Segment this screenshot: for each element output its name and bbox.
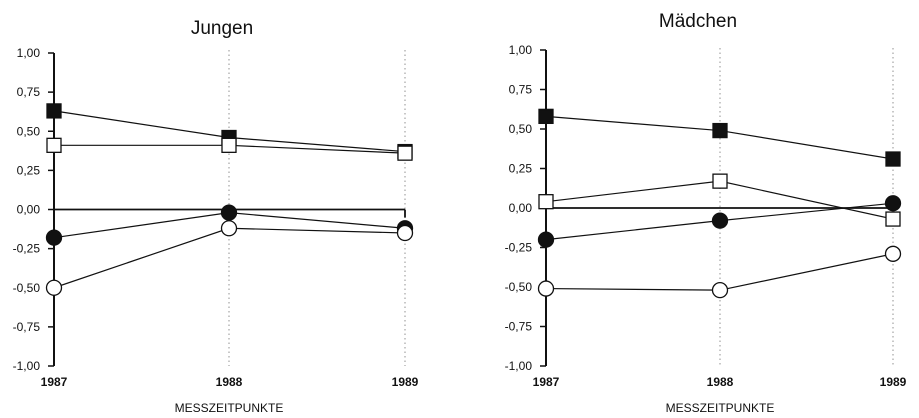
panel-series [45,103,414,296]
data-point [537,231,555,248]
y-tick-label: 0,00 [17,203,41,217]
y-tick-label: -0,50 [505,280,533,294]
data-point [885,211,901,227]
y-tick-label: 0,25 [509,162,533,176]
y-tick-label: 0,50 [509,122,533,136]
data-point [45,229,63,246]
y-tick-label: 0,50 [17,124,41,138]
y-tick-label: 1,00 [509,43,533,57]
panel-title: Mädchen [659,11,737,32]
x-tick-label: 1989 [392,375,419,389]
data-point [712,173,728,189]
x-tick-label: 1987 [41,375,68,389]
y-tick-label: -0,75 [13,320,41,334]
chart-panel-jungen: Jungen 1,00 0,75 0,50 0,25 0,00 -0,25 -0,50 -0,… [13,18,419,415]
panel-axes: 1,00 0,75 0,50 0,25 0,00 -0,25 -0,50 -0,75 -1,00 [13,46,406,373]
y-tick-label: -0,25 [505,241,533,255]
y-tick-label: 0,75 [17,85,41,99]
y-tick-label: -1,00 [505,359,533,373]
data-point [45,279,63,296]
x-axis-title: MESSZEITPUNKTE [175,401,284,415]
data-point [538,194,554,210]
panel-title: Jungen [191,18,253,39]
y-tick-label: -1,00 [13,359,41,373]
data-point [397,145,413,161]
y-tick-label: 0,00 [509,201,533,215]
y-tick-label: -0,75 [505,320,533,334]
x-tick-label: 1987 [533,375,560,389]
data-point [711,282,729,299]
x-tick-label: 1988 [707,375,734,389]
y-tick-label: -0,50 [13,281,41,295]
y-tick-label: 0,75 [509,83,533,97]
data-point [884,245,902,262]
y-tick-label: 1,00 [17,46,41,60]
data-point [538,108,554,125]
data-point [396,224,414,242]
data-point [884,195,902,212]
data-point [885,151,901,167]
chart-panel-maedchen: Mädchen 1,00 0,75 0,50 0,25 0,00 -0,25 -0,50 -0… [505,11,907,415]
data-point [46,103,62,119]
x-tick-label: 1988 [216,375,243,389]
x-axis-title: MESSZEITPUNKTE [666,401,775,415]
x-tick-label: 1989 [880,375,907,389]
data-point [220,204,238,221]
panel-axes: 1,00 0,75 0,50 0,25 0,00 -0,25 -0,50 -0,75 -1,00 [505,43,894,373]
y-tick-label: -0,25 [13,242,41,256]
data-point [712,122,728,139]
series-line [53,227,406,289]
data-point [711,212,729,229]
data-point [537,280,555,297]
y-tick-label: 0,25 [17,163,41,177]
data-point [221,137,237,153]
data-point [46,137,62,153]
data-point [220,220,238,237]
panel-series [537,108,902,299]
